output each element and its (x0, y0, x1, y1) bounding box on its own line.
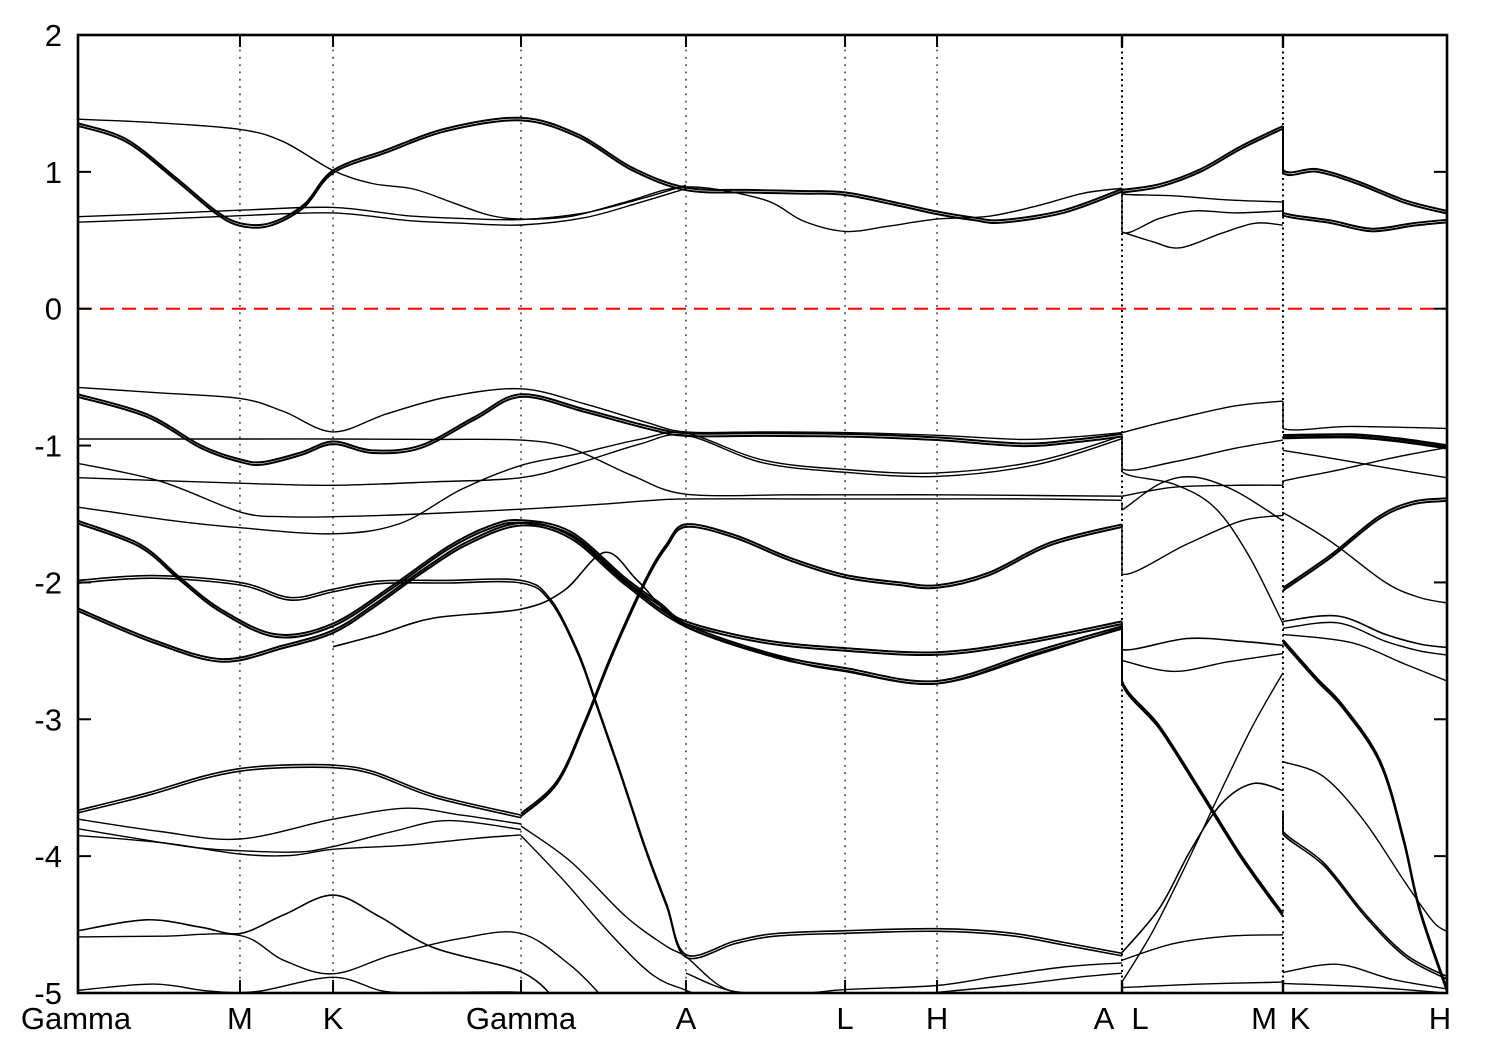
band-line (520, 825, 739, 993)
x-axis-label: A (676, 1001, 697, 1036)
band-line-degenerate (78, 766, 522, 819)
y-axis-label: 1 (45, 155, 62, 190)
band-line (1121, 433, 1284, 471)
tick-marks (78, 34, 1447, 994)
band-line (1282, 761, 1447, 933)
band-line (1121, 672, 1284, 983)
x-axis-label: H (1429, 1001, 1451, 1036)
y-axis-labels: 2 1 0 -1 -2 -3 -4 -5 (34, 18, 62, 1011)
band-line (78, 462, 1123, 518)
x-axis-label: M (227, 1001, 253, 1036)
band-line-degenerate (1282, 499, 1447, 592)
band-line (1121, 438, 1284, 624)
band-line (78, 834, 522, 857)
band-line (1282, 963, 1447, 990)
band-line (1282, 982, 1447, 993)
y-axis-label: 2 (45, 18, 62, 53)
x-axis-label: L (836, 1001, 853, 1036)
band-line (78, 386, 1123, 441)
band-line (78, 763, 522, 816)
band-line (78, 184, 687, 221)
x-axis-label: L (1131, 1001, 1148, 1036)
band-line (78, 433, 1123, 487)
band-line (1121, 626, 1284, 915)
band-line (78, 393, 1123, 464)
band-line (78, 116, 1123, 227)
band-line (78, 438, 1123, 497)
band-line (1121, 476, 1284, 522)
y-axis-label: -1 (34, 429, 62, 464)
x-axis-label: Gamma (466, 1001, 577, 1036)
band-line (1282, 446, 1447, 486)
band-line-degenerate (520, 525, 1123, 818)
y-axis-label: 0 (45, 292, 62, 327)
band-line (1282, 202, 1447, 230)
band-line-degenerate (1282, 435, 1447, 450)
band-line-degenerate (1282, 204, 1447, 233)
band-line (1121, 188, 1284, 234)
band-line (1282, 401, 1447, 431)
band-line (78, 518, 1123, 654)
x-axis-label: Gamma (21, 1001, 132, 1036)
band-line (1121, 621, 1284, 651)
band-line (78, 521, 1123, 683)
band-line (1121, 981, 1284, 989)
band-line-degenerate (1282, 813, 1447, 980)
band-line-degenerate (1282, 641, 1447, 992)
band-line (1282, 621, 1447, 656)
x-axis-label: K (1290, 1001, 1311, 1036)
band-line (78, 431, 1123, 535)
x-axis-label: M (1251, 1001, 1277, 1036)
band-line (1121, 125, 1284, 191)
band-line (1282, 497, 1447, 589)
y-axis-label: -3 (34, 702, 62, 737)
band-line (78, 894, 551, 993)
y-axis-label: -5 (34, 976, 62, 1011)
band-line (1282, 433, 1447, 447)
band-line-degenerate (1121, 628, 1284, 917)
y-axis-label: -4 (34, 839, 62, 874)
band-line (78, 807, 522, 841)
band-line (1282, 633, 1447, 682)
y-axis-label: -2 (34, 565, 62, 600)
band-line (1121, 514, 1284, 576)
band-line (1121, 188, 1284, 203)
x-axis-label: H (926, 1001, 948, 1036)
band-line-degenerate (78, 395, 1123, 467)
band-line-degenerate (1282, 128, 1447, 215)
band-line (1121, 400, 1284, 434)
band-lines (78, 116, 1447, 993)
band-line (78, 931, 600, 993)
x-axis-label: K (323, 1001, 344, 1036)
band-line-degenerate (78, 577, 1123, 960)
x-axis-labels: Gamma M K Gamma A L H A L M K H (21, 1001, 1451, 1036)
band-line-degenerate (78, 119, 1123, 229)
band-line (78, 574, 1123, 957)
band-line (936, 972, 1123, 993)
plot-frame (76, 33, 1449, 995)
band-line (1282, 614, 1447, 649)
x-axis-label: A (1094, 1001, 1115, 1036)
band-line (1282, 511, 1447, 604)
band-line (1282, 126, 1447, 212)
band-line (520, 835, 695, 993)
band-line (1121, 652, 1284, 673)
band-line (78, 187, 687, 226)
band-line (1121, 782, 1284, 954)
band-line (1121, 934, 1284, 961)
band-line (1121, 484, 1284, 497)
band-line (1282, 811, 1447, 978)
band-line (332, 551, 1123, 685)
band-line (1121, 222, 1284, 249)
band-line-degenerate (1121, 127, 1284, 194)
